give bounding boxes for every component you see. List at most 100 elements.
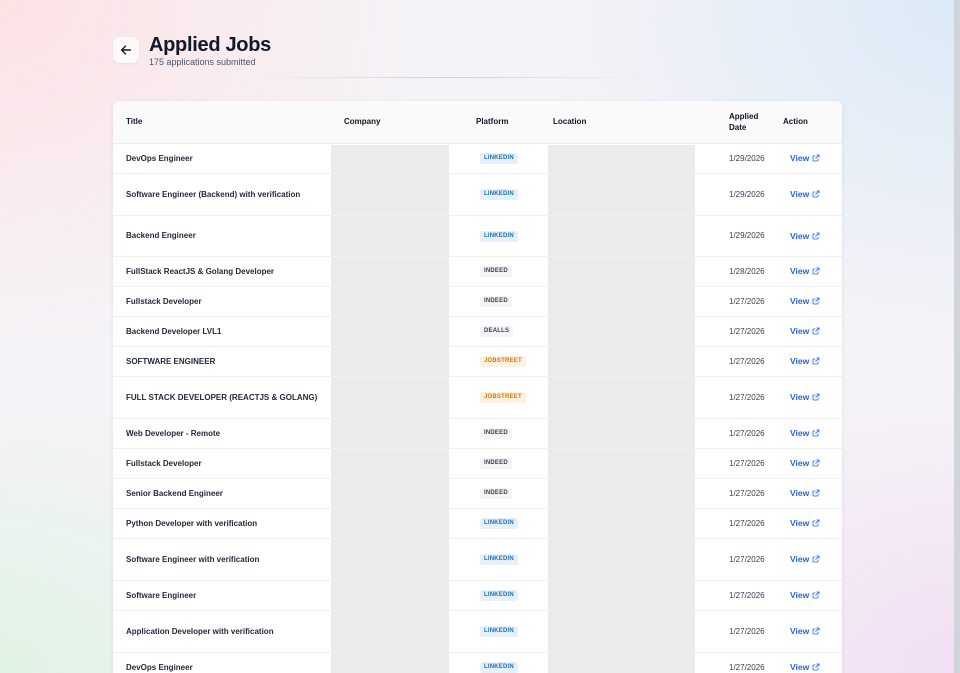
platform-badge: LINKEDIN	[480, 518, 518, 529]
applied-date-cell: 1/27/2026	[695, 478, 768, 509]
external-link-icon	[812, 663, 820, 671]
table-row[interactable]: FULL STACK DEVELOPER (REACTJS & GOLANG) J…	[113, 376, 842, 419]
location-cell	[548, 538, 695, 581]
table-row[interactable]: Backend Engineer LINKEDIN 1/29/2026 View	[113, 215, 842, 257]
platform-cell: LINKEDIN	[449, 652, 548, 673]
view-link[interactable]: View	[790, 590, 820, 600]
action-cell: View	[768, 316, 842, 347]
platform-cell: LINKEDIN	[449, 538, 548, 581]
view-link[interactable]: View	[790, 518, 820, 528]
table-row[interactable]: DevOps Engineer LINKEDIN 1/29/2026 View	[113, 143, 842, 174]
table-row[interactable]: Software Engineer with verification LINKE…	[113, 538, 842, 581]
action-cell: View	[768, 286, 842, 317]
location-cell	[548, 376, 695, 419]
location-cell	[548, 508, 695, 539]
applied-date-cell: 1/29/2026	[695, 173, 768, 216]
location-cell	[548, 418, 695, 449]
job-title-cell: DevOps Engineer	[113, 143, 331, 174]
scrollbar-thumb[interactable]	[954, 0, 960, 673]
view-link[interactable]: View	[790, 296, 820, 306]
table-header-row: Title Company Platform Location Applied …	[113, 101, 842, 143]
location-cell	[548, 448, 695, 479]
view-link[interactable]: View	[790, 662, 820, 672]
platform-badge: INDEED	[480, 458, 512, 469]
view-link-label: View	[790, 662, 810, 672]
platform-badge: INDEED	[480, 296, 512, 307]
external-link-icon	[812, 232, 820, 239]
action-cell: View	[768, 173, 842, 216]
column-header-location[interactable]: Location	[553, 117, 587, 127]
table-row[interactable]: Fullstack Developer INDEED 1/27/2026 View	[113, 286, 842, 317]
view-link[interactable]: View	[790, 428, 820, 438]
job-title-cell: Python Developer with verification	[113, 508, 331, 539]
table-row[interactable]: Software Engineer (Backend) with verific…	[113, 173, 842, 216]
platform-cell: LINKEDIN	[449, 508, 548, 539]
view-link-label: View	[790, 392, 810, 402]
location-cell	[548, 478, 695, 509]
view-link[interactable]: View	[790, 326, 820, 336]
applied-date-cell: 1/27/2026	[695, 508, 768, 539]
view-link[interactable]: View	[790, 488, 820, 498]
company-cell	[331, 286, 449, 317]
table-row[interactable]: Backend Developer LVL1 DEALLS 1/27/2026 Vie…	[113, 316, 842, 347]
view-link[interactable]: View	[790, 458, 820, 468]
view-link-label: View	[790, 230, 810, 241]
view-link[interactable]: View	[790, 189, 820, 199]
job-title-cell: Software Engineer (Backend) with verific…	[113, 173, 331, 216]
view-link[interactable]: View	[790, 231, 820, 241]
column-header-applied-date[interactable]: Applied Date	[695, 101, 768, 143]
job-title-cell: Fullstack Developer	[113, 448, 331, 479]
view-link-label: View	[790, 189, 810, 199]
table-row[interactable]: Senior Backend Engineer INDEED 1/27/2026 Vi…	[113, 478, 842, 509]
platform-cell: DEALLS	[449, 316, 548, 347]
view-link[interactable]: View	[790, 392, 820, 402]
applied-jobs-table-card: Title Company Platform Location Applied …	[113, 101, 842, 673]
column-header-title[interactable]: Title	[126, 117, 143, 127]
platform-cell: LINKEDIN	[449, 580, 548, 611]
location-cell	[548, 256, 695, 287]
external-link-icon	[812, 357, 820, 365]
view-link[interactable]: View	[790, 626, 820, 636]
column-header-platform[interactable]: Platform	[476, 117, 509, 127]
page-title: Applied Jobs	[149, 33, 271, 56]
job-title-cell: SOFTWARE ENGINEER	[113, 346, 331, 377]
back-button[interactable]	[113, 37, 139, 63]
view-link-label: View	[790, 326, 810, 336]
action-cell: View	[768, 610, 842, 653]
location-cell	[548, 316, 695, 347]
table-row[interactable]: Application Developer with verification L…	[113, 610, 842, 653]
action-cell: View	[768, 143, 842, 174]
job-title-cell: Software Engineer	[113, 580, 331, 611]
job-title-cell: FullStack ReactJS & Golang Developer	[113, 256, 331, 287]
action-cell: View	[768, 538, 842, 581]
external-link-icon	[812, 489, 820, 497]
table-row[interactable]: Software Engineer LINKEDIN 1/27/2026 View	[113, 580, 842, 611]
view-link-label: View	[790, 590, 810, 600]
table-row[interactable]: Fullstack Developer INDEED 1/27/2026 View	[113, 448, 842, 479]
external-link-icon	[812, 555, 820, 563]
location-cell	[548, 580, 695, 611]
table-row[interactable]: Python Developer with verification LINKED…	[113, 508, 842, 539]
view-link-label: View	[790, 356, 810, 366]
view-link[interactable]: View	[790, 356, 820, 366]
location-cell	[548, 346, 695, 377]
view-link[interactable]: View	[790, 153, 820, 163]
table-row[interactable]: SOFTWARE ENGINEER JOBSTREET 1/27/2026 View	[113, 346, 842, 377]
action-cell: View	[768, 652, 842, 673]
company-cell	[331, 256, 449, 287]
column-header-company[interactable]: Company	[344, 117, 381, 127]
platform-cell: INDEED	[449, 286, 548, 317]
company-cell	[331, 448, 449, 479]
table-row[interactable]: DevOps Engineer LINKEDIN 1/27/2026 View	[113, 652, 842, 673]
company-cell	[331, 316, 449, 347]
job-title-cell: Application Developer with verification	[113, 610, 331, 653]
action-cell: View	[768, 256, 842, 287]
table-row[interactable]: Web Developer - Remote INDEED 1/27/2026 Vie…	[113, 418, 842, 449]
view-link[interactable]: View	[790, 266, 820, 276]
platform-badge: LINKEDIN	[480, 662, 518, 673]
table-row[interactable]: FullStack ReactJS & Golang Developer INDE…	[113, 256, 842, 287]
title-block: Applied Jobs 175 applications submitted	[149, 34, 271, 67]
external-link-icon	[812, 297, 820, 305]
view-link[interactable]: View	[790, 554, 820, 564]
page-scrollbar[interactable]	[954, 0, 960, 673]
